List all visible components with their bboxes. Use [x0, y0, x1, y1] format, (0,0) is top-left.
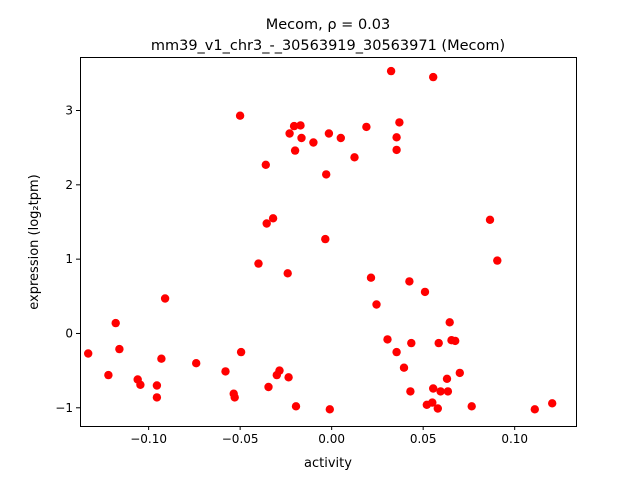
data-point — [157, 354, 166, 363]
y-tick-label: 2 — [65, 178, 73, 192]
data-point — [309, 138, 318, 147]
data-point — [406, 387, 415, 396]
data-point — [407, 338, 416, 348]
data-points — [84, 66, 557, 414]
data-point — [530, 405, 539, 414]
data-point — [296, 121, 305, 130]
data-point — [442, 374, 452, 383]
data-point — [230, 393, 239, 402]
data-point — [289, 121, 299, 131]
data-point — [254, 259, 263, 268]
x-tick-label: 0.10 — [501, 432, 528, 446]
data-point — [104, 370, 113, 380]
data-point — [429, 384, 438, 393]
data-point — [350, 153, 359, 162]
data-point — [322, 170, 331, 179]
data-point — [443, 387, 453, 396]
data-point — [405, 277, 414, 286]
data-point — [548, 399, 557, 408]
data-point — [152, 393, 162, 402]
data-point — [399, 363, 409, 372]
data-point — [434, 338, 443, 348]
plot-frame — [80, 57, 577, 427]
data-point — [451, 336, 460, 346]
data-point — [336, 133, 345, 143]
data-point — [285, 129, 294, 138]
data-point — [321, 234, 330, 244]
data-point — [445, 318, 454, 327]
y-axis-ticks: −1 0 1 2 3 — [55, 104, 80, 415]
data-point — [366, 273, 376, 282]
data-point — [493, 256, 502, 265]
y-tick-label: 1 — [65, 252, 73, 266]
data-point — [436, 387, 445, 396]
data-point — [236, 347, 246, 357]
data-point — [297, 133, 306, 143]
data-point — [152, 381, 162, 390]
x-tick-label: −0.10 — [130, 432, 167, 446]
x-axis-label: activity — [304, 456, 352, 471]
data-point — [485, 215, 495, 224]
data-point — [455, 368, 464, 378]
data-point — [275, 366, 284, 375]
x-tick-label: 0.05 — [410, 432, 437, 446]
data-point — [372, 300, 381, 309]
data-point — [467, 402, 476, 411]
data-point — [392, 347, 401, 357]
data-point — [433, 404, 442, 413]
data-point — [324, 129, 334, 138]
data-point — [192, 359, 201, 368]
data-point — [420, 287, 430, 297]
y-axis-label: expression (log₂tpm) — [27, 174, 42, 309]
data-point — [268, 214, 278, 223]
data-point — [362, 122, 371, 132]
data-point — [111, 318, 120, 328]
chart-title-line-1: Mecom, ρ = 0.03 — [266, 17, 390, 33]
x-tick-label: 0.00 — [318, 432, 345, 446]
y-tick-label: 0 — [65, 326, 73, 340]
data-point — [392, 133, 401, 142]
x-axis-ticks: −0.10 −0.05 0.00 0.05 0.10 — [130, 426, 528, 446]
data-point — [235, 111, 245, 120]
data-point — [395, 118, 404, 127]
data-point — [429, 72, 438, 82]
data-point — [136, 380, 145, 389]
data-point — [291, 402, 301, 411]
data-point — [428, 398, 437, 407]
data-point — [383, 335, 392, 344]
data-point — [284, 373, 293, 382]
y-tick-label: −1 — [55, 401, 73, 415]
data-point — [261, 160, 270, 169]
data-point — [290, 146, 300, 155]
data-point — [115, 344, 124, 354]
data-point — [386, 66, 396, 76]
data-point — [221, 367, 230, 376]
x-tick-label: −0.05 — [222, 432, 259, 446]
chart-title-line-2: mm39_v1_chr3_-_30563919_30563971 (Mecom) — [151, 38, 505, 54]
data-point — [84, 349, 93, 358]
data-point — [262, 219, 271, 228]
y-tick-label: 3 — [65, 104, 73, 118]
data-point — [160, 294, 170, 303]
data-point — [283, 269, 292, 278]
data-point — [264, 382, 273, 392]
data-point — [392, 145, 401, 155]
data-point — [325, 405, 334, 414]
